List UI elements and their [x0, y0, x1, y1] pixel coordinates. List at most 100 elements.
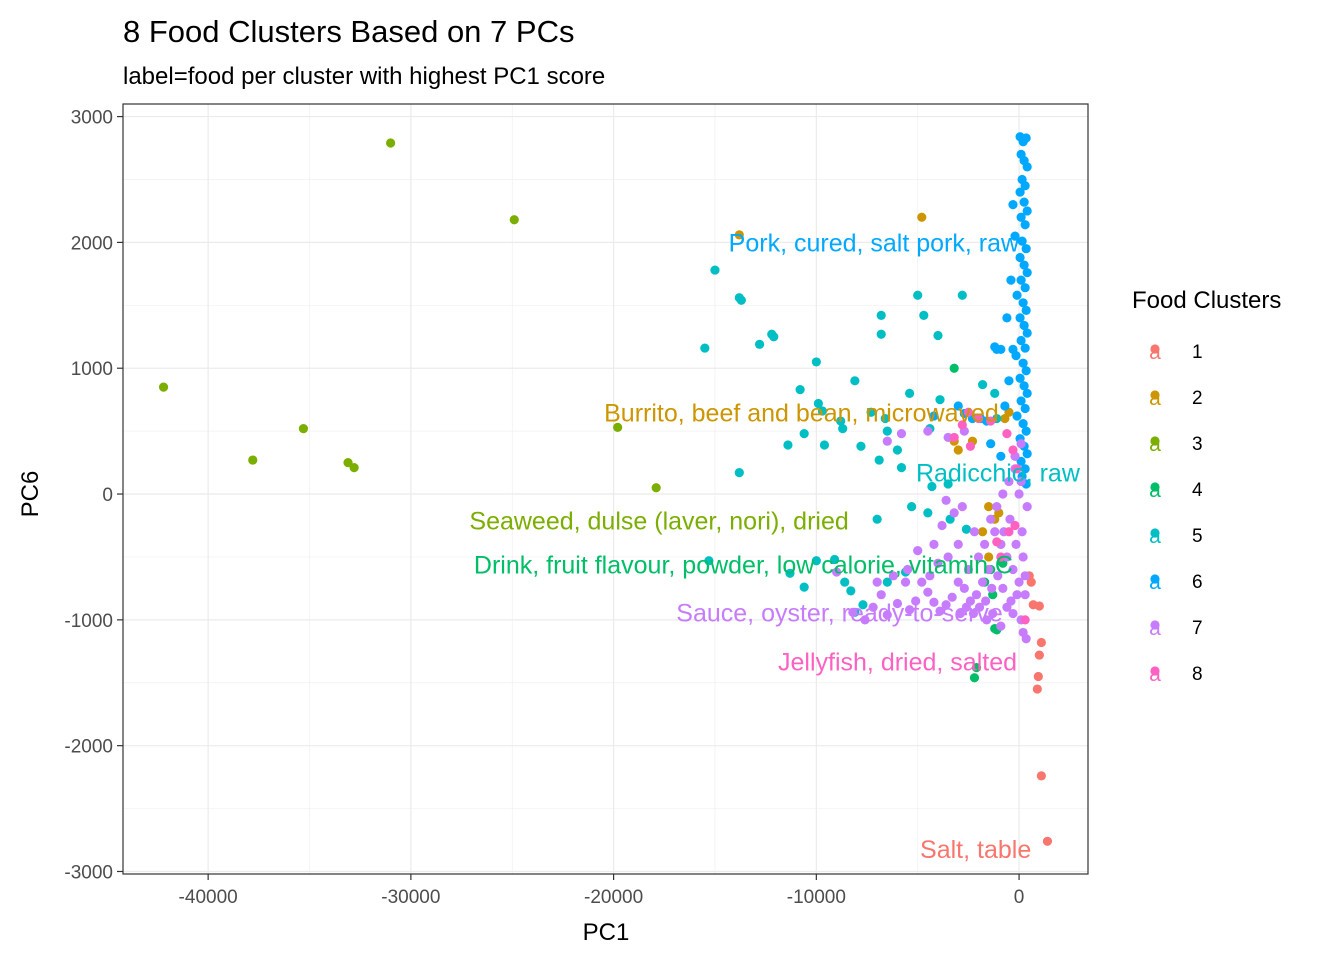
data-point — [386, 138, 396, 148]
legend-key-point — [1150, 666, 1160, 676]
data-point — [913, 546, 923, 556]
data-point — [298, 424, 309, 434]
data-point — [941, 495, 951, 505]
data-point — [917, 577, 927, 587]
data-point — [1016, 275, 1026, 285]
data-point — [754, 339, 765, 349]
data-point — [973, 413, 984, 424]
data-point — [974, 602, 985, 612]
data-point — [1017, 236, 1027, 246]
data-point — [1034, 650, 1044, 660]
data-point — [1004, 476, 1014, 487]
legend-key-glyph: a — [1149, 433, 1161, 456]
data-point — [1015, 373, 1025, 383]
data-point — [935, 606, 945, 616]
data-point — [929, 539, 939, 549]
data-point — [929, 597, 939, 607]
legend-key-glyph: a — [1149, 387, 1161, 410]
data-point — [1018, 552, 1028, 562]
data-point — [1032, 684, 1042, 694]
data-point — [343, 457, 353, 468]
data-point — [1021, 244, 1031, 254]
data-point — [1012, 464, 1022, 474]
data-point — [943, 552, 953, 562]
data-point — [955, 608, 965, 619]
series-cluster-5 — [700, 265, 1002, 617]
data-point — [874, 455, 884, 465]
data-point — [1020, 403, 1030, 414]
data-point — [923, 508, 933, 518]
data-point — [904, 388, 915, 398]
data-point — [799, 429, 809, 439]
legend-label: 4 — [1192, 480, 1203, 501]
x-tick-label: -40000 — [179, 887, 238, 908]
data-point — [1008, 200, 1018, 210]
cluster-2-label: Burrito, beef and bean, microwaved — [604, 399, 999, 427]
y-axis-title: PC6 — [17, 471, 44, 518]
data-point — [880, 413, 890, 424]
data-point — [509, 215, 519, 225]
y-axis: -3000 -2000 -1000 0 1000 2000 3000 — [64, 108, 123, 883]
data-point — [992, 502, 1002, 512]
legend-key-point — [1150, 528, 1160, 538]
data-point — [856, 441, 866, 451]
data-point — [860, 615, 870, 625]
data-point — [977, 527, 988, 537]
x-axis-title: PC1 — [583, 919, 630, 946]
data-point — [651, 483, 661, 493]
y-tick-label: -1000 — [64, 611, 113, 632]
cluster-8-label: Jellyfish, dried, salted — [778, 648, 1017, 676]
data-point — [1002, 429, 1012, 439]
data-point — [1016, 456, 1026, 466]
data-point — [1006, 596, 1016, 606]
series-cluster-3 — [158, 138, 661, 493]
data-point — [943, 479, 953, 489]
data-point — [998, 489, 1008, 499]
data-point — [959, 583, 969, 593]
data-point — [986, 439, 996, 449]
data-point — [896, 463, 907, 473]
data-point — [882, 610, 892, 620]
legend-label: 8 — [1192, 664, 1203, 685]
data-point — [1020, 615, 1030, 625]
data-point — [1010, 520, 1020, 531]
legend-title: Food Clusters — [1132, 287, 1281, 314]
data-point — [998, 583, 1008, 593]
data-point — [1019, 381, 1029, 391]
data-point — [613, 422, 623, 432]
data-point — [1028, 600, 1038, 610]
data-point — [829, 554, 840, 565]
data-point — [911, 596, 921, 606]
data-point — [980, 539, 990, 549]
data-point — [996, 621, 1006, 631]
data-point — [785, 568, 795, 578]
data-point — [961, 524, 971, 534]
data-point — [900, 577, 911, 587]
data-point — [799, 582, 809, 592]
data-point — [977, 577, 988, 587]
data-point — [1021, 426, 1031, 436]
data-point — [734, 230, 744, 240]
x-tick-label: -20000 — [584, 887, 643, 908]
data-point — [1020, 590, 1030, 600]
y-tick-label: 3000 — [71, 108, 113, 129]
data-point — [953, 445, 963, 455]
data-point — [981, 596, 991, 606]
cluster-labels: Pork, cured, salt pork, raw Burrito, beef… — [469, 229, 1080, 863]
legend-key-point — [1150, 390, 1160, 400]
data-point — [876, 590, 886, 600]
data-point — [1020, 571, 1030, 581]
data-point — [892, 445, 903, 455]
data-point — [984, 564, 994, 575]
data-point — [977, 379, 988, 390]
data-point — [1019, 320, 1029, 331]
data-point — [846, 586, 856, 596]
data-point — [1022, 267, 1032, 278]
data-points — [158, 132, 1053, 846]
data-point — [935, 395, 945, 405]
y-tick-label: 0 — [102, 485, 113, 506]
data-point — [990, 388, 1000, 398]
